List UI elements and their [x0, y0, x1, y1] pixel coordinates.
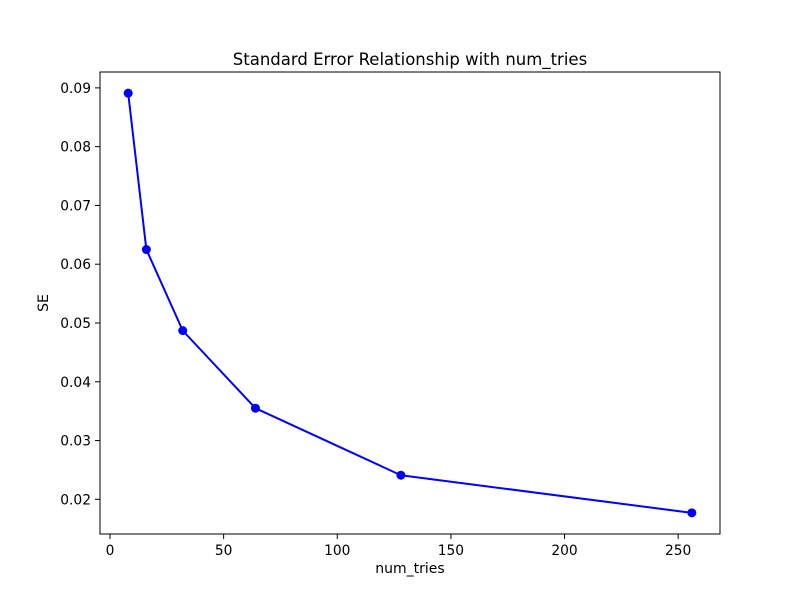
se-series — [123, 88, 697, 518]
x-tick-label: 250 — [665, 543, 691, 559]
data-point-marker — [141, 245, 151, 255]
x-tick-label: 50 — [215, 543, 233, 559]
x-tick-label: 100 — [324, 543, 350, 559]
x-axis-label: num_tries — [375, 561, 444, 577]
y-tick-label: 0.02 — [60, 492, 91, 508]
data-point-marker — [396, 470, 406, 480]
y-tick-label: 0.09 — [60, 81, 91, 97]
y-axis: 0.02 0.03 0.04 0.05 0.06 0.07 0.08 0.09 — [60, 81, 100, 508]
y-tick-label: 0.03 — [60, 434, 91, 450]
x-axis: 0 50 100 150 200 250 — [106, 534, 691, 559]
chart-title: Standard Error Relationship with num_tri… — [233, 50, 587, 70]
y-tick-label: 0.08 — [60, 140, 91, 156]
y-axis-label: SE — [36, 294, 52, 312]
y-tick-label: 0.07 — [60, 198, 91, 214]
data-point-marker — [250, 403, 260, 413]
se-line — [127, 92, 693, 514]
y-tick-label: 0.06 — [60, 257, 91, 273]
y-tick-label: 0.05 — [60, 316, 91, 332]
data-point-marker — [178, 326, 188, 336]
data-point-marker — [123, 88, 133, 98]
plot-area — [99, 71, 721, 535]
data-point-marker — [687, 508, 697, 518]
y-tick-label: 0.04 — [60, 375, 91, 391]
x-tick-label: 150 — [438, 543, 464, 559]
x-tick-label: 0 — [106, 543, 115, 559]
x-tick-label: 200 — [551, 543, 577, 559]
